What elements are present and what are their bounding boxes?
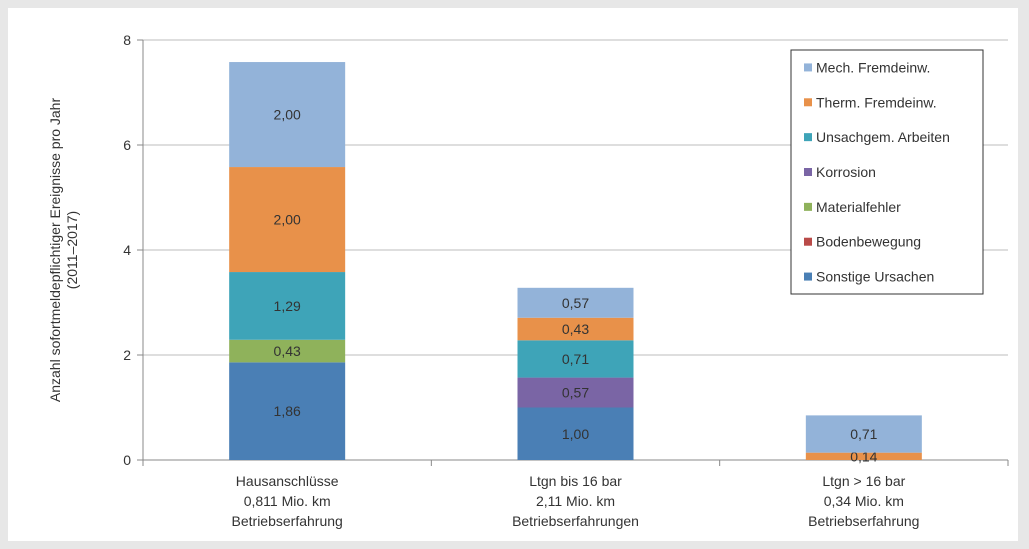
x-category-label-line: Betriebserfahrungen [512,513,639,529]
x-category-label-line: Ltgn bis 16 bar [529,473,622,489]
data-label: 1,00 [562,426,589,442]
x-category-label-line: 0,34 Mio. km [824,493,904,509]
data-label: 2,00 [274,107,301,123]
bar-segment [517,317,634,341]
data-label: 0,57 [562,385,589,401]
bar-segment [229,62,346,168]
legend-swatch [804,63,812,72]
y-tick-label: 4 [123,242,131,258]
data-label: 1,29 [274,298,301,314]
legend-item: Therm. Fremdeinw. [816,94,937,110]
data-label: 0,57 [562,295,589,311]
chart-frame: 0 2 4 6 8 Anzahl sofortmeldepflichtiger Ereig… [8,8,1018,541]
data-label: 0,43 [562,321,589,337]
legend-item: Unsachgem. Arbeiten [816,129,950,145]
x-category-label: Hausanschlüsse 0,811 Mio. km Betriebserfah… [232,473,343,529]
legend-box [790,49,984,295]
bar-segment [517,287,634,318]
x-category-label: Ltgn bis 16 bar 2,11 Mio. km Betriebserfah… [512,473,639,529]
legend-swatch [804,272,812,281]
x-category-label-line: Ltgn > 16 bar [822,473,905,489]
bar-segment [229,339,346,363]
legend-swatch [804,133,812,142]
data-label: 0,71 [562,351,589,367]
legend-item: Korrosion [816,164,876,180]
x-category-label-line: Hausanschlüsse [236,473,339,489]
stacked-bar-chart: 0 2 4 6 8 Anzahl sofortmeldepflichtiger Ereig… [47,32,1009,529]
bar-segment [229,167,346,273]
bar-segment [517,340,634,378]
y-axis-label-line: Anzahl sofortmeldepflichtiger Ereignisse… [47,98,63,403]
bar-segment [517,377,634,408]
y-axis-label-line: (2011–2017) [64,211,80,289]
y-tick-label: 8 [123,32,131,48]
x-category-label-line: 0,811 Mio. km [244,493,331,509]
legend-item: Mech. Fremdeinw. [816,59,930,75]
y-tick-label: 6 [123,137,131,153]
legend-swatch [804,202,812,211]
bar-segment [805,452,922,460]
x-category-label-line: 2,11 Mio. km [536,493,615,509]
legend-swatch [804,168,812,176]
data-label: 1,86 [274,403,301,419]
x-category-label-line: Betriebserfahrung [232,513,343,529]
legend-swatch [804,98,812,107]
bar-segment [229,272,346,340]
legend-item: Sonstige Ursachen [816,269,934,285]
y-axis-label: Anzahl sofortmeldepflichtiger Ereignisse… [47,98,80,403]
data-label: 0,43 [274,343,301,359]
y-tick-label: 2 [123,347,131,363]
y-tick-label: 0 [123,452,131,468]
bar-segment [805,415,922,453]
legend-item: Bodenbewegung [816,234,921,250]
x-category-label-line: Betriebserfahrung [808,513,919,529]
data-label: 0,71 [850,426,877,442]
x-category-label: Ltgn > 16 bar 0,34 Mio. km Betriebserfahru… [808,473,919,529]
legend-swatch [804,237,812,246]
bar-segment [517,407,634,460]
bar-segment [229,362,346,460]
legend-item: Materialfehler [816,199,901,215]
data-label: 2,00 [274,212,301,228]
